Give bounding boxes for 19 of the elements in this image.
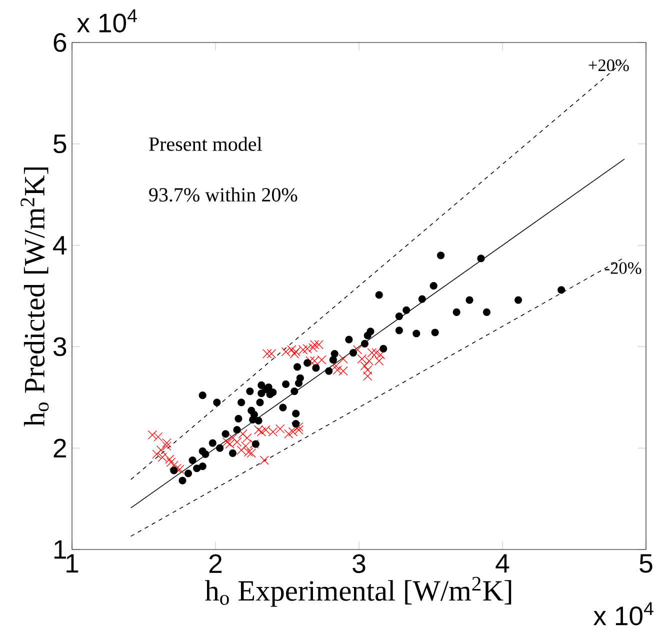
x-tick-label: 1 bbox=[66, 554, 78, 573]
annotation: Present model bbox=[149, 136, 262, 151]
x-axis-title: h$_{o}$ Experimental [W/m$^{2}$K] bbox=[205, 576, 512, 607]
annotation: -20% bbox=[604, 262, 642, 274]
y-tick-label: 6 bbox=[54, 33, 66, 52]
text: x 10$^{4}$ bbox=[77, 9, 137, 32]
y-tick-label: 1 bbox=[54, 540, 66, 559]
y-axis-title: h$_{o}$ Predicted [W/m$^{2}$K] bbox=[20, 168, 49, 426]
annotation: 93.7% within 20% bbox=[149, 188, 298, 202]
text: x 10$^{4}$ bbox=[593, 602, 654, 626]
y-tick-label: 3 bbox=[53, 337, 66, 356]
x-tick-label: 5 bbox=[640, 554, 652, 573]
x-tick-label: 3 bbox=[352, 554, 366, 574]
annotation: +20% bbox=[588, 59, 629, 72]
y-tick-label: 5 bbox=[54, 134, 66, 154]
x-tick-label: 2 bbox=[209, 554, 222, 573]
x-tick-label: 4 bbox=[496, 554, 510, 573]
y-tick-label: 2 bbox=[54, 438, 66, 458]
y-tick-label: 4 bbox=[53, 236, 67, 254]
